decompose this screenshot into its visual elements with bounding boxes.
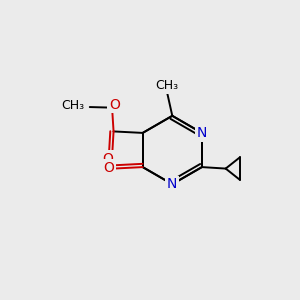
Text: O: O — [102, 152, 113, 166]
Text: O: O — [103, 161, 114, 175]
Text: CH₃: CH₃ — [61, 99, 84, 112]
Text: N: N — [197, 126, 207, 140]
Text: O: O — [109, 98, 120, 112]
Text: N: N — [167, 177, 178, 191]
Text: CH₃: CH₃ — [155, 79, 178, 92]
